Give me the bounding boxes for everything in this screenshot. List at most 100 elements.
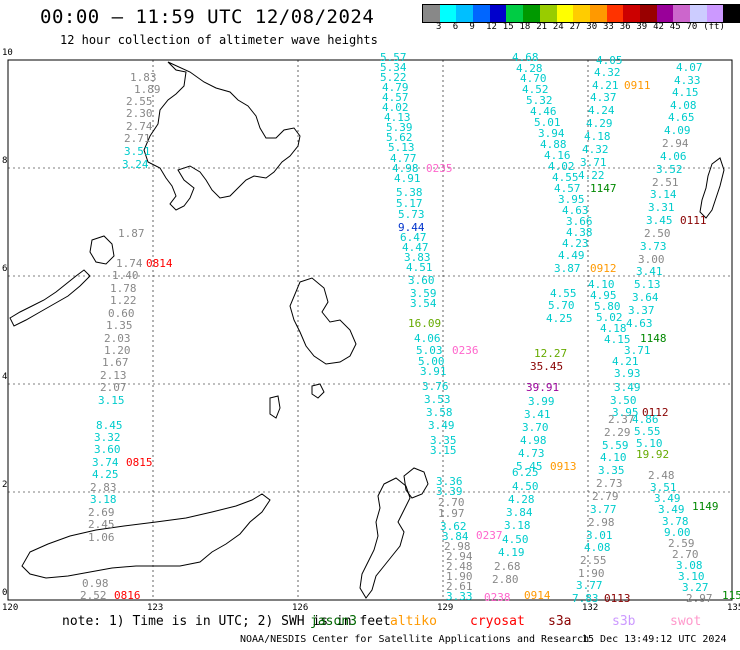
- pass-time-label: 115: [722, 589, 740, 602]
- wave-height-value: 3.62: [440, 520, 467, 533]
- scale-swatch: [456, 5, 474, 22]
- wave-height-value: 4.47: [402, 241, 429, 254]
- wave-height-value: 3.15: [98, 394, 125, 407]
- footnote: note: 1) Time is in UTC; 2) SWH is in fe…: [62, 614, 391, 629]
- wave-height-value: 1.90: [578, 567, 605, 580]
- wave-height-value: 3.35: [430, 434, 457, 447]
- scale-label: 18: [519, 22, 531, 32]
- wave-height-value: 5.59: [602, 439, 629, 452]
- wave-height-value: 3.64: [632, 291, 659, 304]
- wave-height-value: 3.71: [624, 344, 651, 357]
- scale-label: 33: [603, 22, 614, 32]
- wave-height-value: 8.45: [96, 419, 123, 432]
- wave-height-value: 3.53: [424, 393, 451, 406]
- wave-height-value: 3.77: [576, 579, 603, 592]
- wave-height-value: 3.24: [122, 158, 149, 171]
- wave-height-value: 2.79: [592, 490, 619, 503]
- wave-height-value: 4.50: [512, 480, 539, 493]
- wave-height-value: 1.78: [110, 282, 137, 295]
- wave-height-value: 4.65: [668, 111, 695, 124]
- wave-height-value: 6.25: [512, 466, 539, 479]
- wave-height-value: 4.06: [660, 150, 687, 163]
- wave-height-value: 3.49: [428, 419, 455, 432]
- coastlines: [9, 61, 725, 599]
- coast-small-island-2: [311, 383, 325, 399]
- wave-height-value: 4.68: [512, 51, 539, 64]
- scale-swatch: [623, 5, 640, 22]
- wave-height-value: 2.98: [444, 540, 471, 553]
- wave-height-value: 2.29: [604, 426, 631, 439]
- wave-height-value: 5.17: [396, 197, 423, 210]
- pass-time-label: 0912: [590, 262, 617, 275]
- wave-height-value: 4.91: [394, 172, 421, 185]
- coast-borneo: [21, 493, 271, 579]
- wave-height-value: 3.83: [404, 251, 431, 264]
- wave-height-value: 4.55: [552, 171, 579, 184]
- wave-height-value: 19.92: [636, 448, 670, 461]
- wave-height-value: 3.41: [636, 265, 663, 278]
- wave-height-value: 2.70: [672, 548, 699, 561]
- wave-height-value: 4.10: [588, 278, 615, 291]
- y-tick-label: 6: [2, 264, 8, 274]
- wave-height-value: 3.76: [422, 380, 449, 393]
- wave-height-value: 5.39: [386, 121, 413, 134]
- wave-height-value: 3.18: [90, 493, 117, 506]
- color-scale-bar: [422, 4, 740, 23]
- wave-height-value: 5.62: [386, 131, 413, 144]
- scale-label: 21: [536, 22, 548, 32]
- wave-height-value: 1.90: [446, 570, 473, 583]
- wave-height-value: 2.80: [492, 573, 519, 586]
- wave-height-value: 5.80: [594, 300, 621, 313]
- pass-time-label: 1149: [692, 500, 719, 513]
- scale-swatch: [639, 5, 657, 22]
- x-tick-label: 135: [727, 603, 740, 613]
- generation-timestamp: 15 Dec 13:49:12 UTC 2024: [582, 634, 727, 645]
- wave-height-value: 5.03: [416, 344, 443, 357]
- wave-height-value: 5.70: [548, 299, 575, 312]
- wave-height-value: 3.51: [650, 481, 677, 494]
- wave-height-value: 4.08: [670, 99, 697, 112]
- coast-mindanao: [289, 277, 357, 365]
- wave-height-value: 4.32: [594, 66, 621, 79]
- plot-frame: [7, 59, 733, 601]
- wave-height-value: 4.57: [382, 91, 409, 104]
- wave-height-value: 0.98: [82, 577, 109, 590]
- wave-height-value: 1.67: [102, 356, 129, 369]
- x-tick-label: 129: [437, 603, 454, 613]
- wave-height-value: 4.63: [562, 204, 589, 217]
- x-tick-label: 126: [292, 603, 309, 613]
- wave-height-value: 1.89: [134, 83, 161, 96]
- wave-height-value: 3.95: [612, 406, 639, 419]
- wave-height-value: 3.45: [646, 214, 673, 227]
- scale-label: 36: [619, 22, 631, 32]
- wave-height-value: 4.28: [516, 62, 543, 75]
- wave-height-value: 3.77: [590, 503, 617, 516]
- pass-time-label: 0237: [476, 529, 503, 542]
- wave-height-value: 4.79: [382, 81, 409, 94]
- scale-swatch: [656, 5, 674, 22]
- wave-height-value: 4.22: [578, 169, 605, 182]
- scale-swatch: [439, 5, 457, 22]
- wave-height-value: 7.83: [572, 592, 599, 605]
- wave-height-value: 4.15: [604, 333, 631, 346]
- wave-height-value: 4.09: [664, 124, 691, 137]
- scale-label: 3: [436, 22, 442, 32]
- scale-label: 12: [486, 22, 497, 32]
- scale-swatch: [523, 5, 540, 22]
- wave-height-value: 5.10: [636, 437, 663, 450]
- wave-height-value: 4.28: [508, 493, 535, 506]
- wave-height-value: 3.15: [430, 444, 457, 457]
- wave-height-value: 4.07: [676, 61, 703, 74]
- wave-height-value: 3.91: [420, 365, 447, 378]
- satellite-name: jason3: [310, 614, 357, 629]
- wave-height-value: 1.74: [116, 257, 143, 270]
- wave-height-value: 1.97: [438, 507, 465, 520]
- wave-height-value: 2.98: [588, 516, 615, 529]
- wave-height-value: 1.06: [88, 531, 115, 544]
- y-tick-label: 10: [2, 48, 13, 58]
- wave-height-value: 3.59: [410, 287, 437, 300]
- scale-swatch: [539, 5, 557, 22]
- wave-height-value: 4.98: [520, 434, 547, 447]
- wave-height-value: 3.00: [638, 253, 665, 266]
- scale-swatch: [690, 5, 707, 22]
